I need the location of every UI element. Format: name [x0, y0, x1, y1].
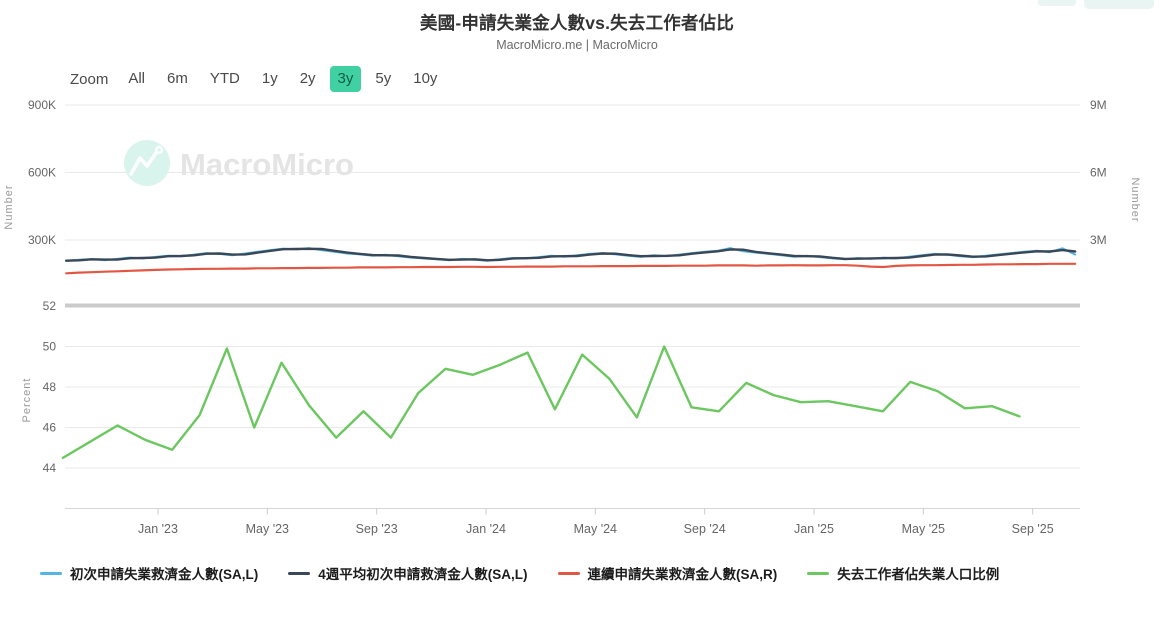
- x-axis-tick-label: Jan '23: [138, 522, 178, 536]
- y-axis-tick-label: 9M: [1090, 98, 1107, 112]
- range-button-5y[interactable]: 5y: [367, 66, 399, 92]
- watermark-text: MacroMicro: [180, 147, 354, 182]
- range-button-10y[interactable]: 10y: [405, 66, 445, 92]
- legend-item-job-loser-share[interactable]: 失去工作者佔失業人口比例: [807, 563, 999, 583]
- legend-label: 失去工作者佔失業人口比例: [837, 567, 1000, 582]
- legend-label: 初次申請失業救濟金人數(SA,L): [70, 567, 259, 582]
- legend-label: 連續申請失業救濟金人數(SA,R): [587, 567, 778, 582]
- y-axis-tick-label: 6M: [1090, 166, 1107, 180]
- axis-title: Number: [3, 184, 15, 229]
- x-axis-tick-label: May '23: [246, 522, 289, 536]
- x-axis-tick-label: May '25: [902, 522, 945, 536]
- range-button-2y[interactable]: 2y: [292, 66, 324, 92]
- range-button-3y[interactable]: 3y: [329, 66, 362, 92]
- macromicro-watermark: MacroMicro: [124, 140, 354, 186]
- y-axis-tick-label: 600K: [28, 166, 56, 180]
- x-axis-tick-label: Sep '25: [1012, 522, 1054, 536]
- pane-separator[interactable]: [65, 303, 1080, 308]
- range-button-all[interactable]: All: [120, 66, 153, 92]
- chart-legend: 初次申請失業救濟金人數(SA,L) 4週平均初次申請救濟金人數(SA,L) 連續…: [40, 563, 999, 583]
- legend-dash: [807, 571, 830, 575]
- legend-item-continued-claims[interactable]: 連續申請失業救濟金人數(SA,R): [557, 563, 778, 583]
- zoom-label: Zoom: [70, 70, 109, 88]
- legend-item-initial-claims[interactable]: 初次申請失業救濟金人數(SA,L): [40, 563, 258, 583]
- y-axis-tick-label: 46: [43, 421, 57, 435]
- page-title: 美國-申請失業金人數vs.失去工作者佔比: [419, 13, 735, 33]
- chart-canvas[interactable]: 300K 600K 900K 3M 6M 9M 52 50 48 46 44 Jan '23 May '…: [0, 95, 1154, 550]
- job-loser-share-line[interactable]: [61, 345, 1021, 460]
- y-axis-tick-label: 900K: [28, 98, 56, 112]
- y-axis-tick-label: 48: [43, 380, 57, 394]
- continued-claims-line[interactable]: [65, 262, 1077, 275]
- legend-item-4wk-avg[interactable]: 4週平均初次申請救濟金人數(SA,L): [288, 563, 528, 583]
- x-axis-tick-label: May '24: [574, 522, 617, 536]
- y-axis-tick-label: 52: [43, 299, 57, 313]
- range-button-ytd[interactable]: YTD: [202, 66, 248, 92]
- y-axis-tick-label: 300K: [28, 233, 56, 247]
- axis-title: Number: [1129, 177, 1141, 222]
- chart-source-subtitle: MacroMicro.me | MacroMicro: [496, 38, 658, 52]
- x-axis-tick-label: Sep '24: [684, 522, 726, 536]
- legend-dash: [557, 571, 580, 575]
- x-axis-tick-label: Jan '24: [466, 522, 506, 536]
- legend-label: 4週平均初次申請救濟金人數(SA,L): [318, 567, 528, 582]
- hover-control-pill[interactable]: [1038, 0, 1076, 6]
- y-axis-tick-label: 50: [43, 340, 57, 354]
- y-axis-tick-label: 3M: [1090, 233, 1107, 247]
- four-week-avg-line[interactable]: [64, 247, 1077, 262]
- legend-dash: [40, 571, 62, 575]
- legend-dash: [288, 571, 311, 575]
- axis-title: Percent: [21, 378, 33, 423]
- x-axis-tick-label: Jan '25: [794, 522, 834, 536]
- range-button-1y[interactable]: 1y: [254, 66, 286, 92]
- range-button-6m[interactable]: 6m: [159, 66, 196, 92]
- zoom-toolbar: Zoom All 6m YTD 1y 2y 3y 5y 10y: [70, 66, 445, 92]
- y-axis-tick-label: 44: [43, 461, 57, 475]
- x-axis-tick-label: Sep '23: [356, 522, 398, 536]
- hover-control-pill[interactable]: [1084, 0, 1154, 9]
